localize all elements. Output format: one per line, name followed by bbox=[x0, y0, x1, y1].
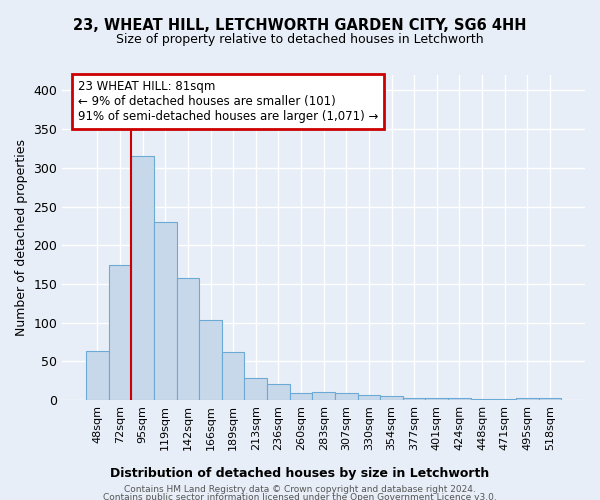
Bar bbox=[199, 320, 222, 400]
Bar bbox=[516, 398, 539, 400]
Bar bbox=[267, 384, 290, 400]
Bar bbox=[380, 396, 403, 400]
Text: Size of property relative to detached houses in Letchworth: Size of property relative to detached ho… bbox=[116, 32, 484, 46]
Bar bbox=[222, 352, 244, 400]
Bar bbox=[131, 156, 154, 400]
Bar bbox=[86, 352, 109, 400]
Bar bbox=[493, 399, 516, 400]
Bar bbox=[403, 398, 425, 400]
Bar bbox=[471, 399, 493, 400]
Bar bbox=[448, 398, 471, 400]
Bar bbox=[244, 378, 267, 400]
Y-axis label: Number of detached properties: Number of detached properties bbox=[15, 139, 28, 336]
Text: Contains public sector information licensed under the Open Government Licence v3: Contains public sector information licen… bbox=[103, 494, 497, 500]
Bar bbox=[539, 398, 561, 400]
Bar bbox=[335, 393, 358, 400]
Text: Distribution of detached houses by size in Letchworth: Distribution of detached houses by size … bbox=[110, 468, 490, 480]
Bar bbox=[425, 398, 448, 400]
Bar bbox=[176, 278, 199, 400]
Text: Contains HM Land Registry data © Crown copyright and database right 2024.: Contains HM Land Registry data © Crown c… bbox=[124, 485, 476, 494]
Bar bbox=[109, 264, 131, 400]
Bar bbox=[154, 222, 176, 400]
Bar bbox=[290, 393, 313, 400]
Text: 23, WHEAT HILL, LETCHWORTH GARDEN CITY, SG6 4HH: 23, WHEAT HILL, LETCHWORTH GARDEN CITY, … bbox=[73, 18, 527, 32]
Bar bbox=[313, 392, 335, 400]
Bar bbox=[358, 394, 380, 400]
Text: 23 WHEAT HILL: 81sqm
← 9% of detached houses are smaller (101)
91% of semi-detac: 23 WHEAT HILL: 81sqm ← 9% of detached ho… bbox=[78, 80, 379, 123]
